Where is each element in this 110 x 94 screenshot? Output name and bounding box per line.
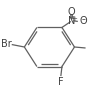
Text: +: + [71, 16, 77, 22]
Text: –: – [82, 15, 86, 24]
Text: F: F [58, 77, 64, 87]
Text: O: O [79, 16, 87, 26]
Text: Br: Br [1, 39, 12, 49]
Text: O: O [67, 7, 75, 17]
Text: N: N [68, 16, 75, 26]
